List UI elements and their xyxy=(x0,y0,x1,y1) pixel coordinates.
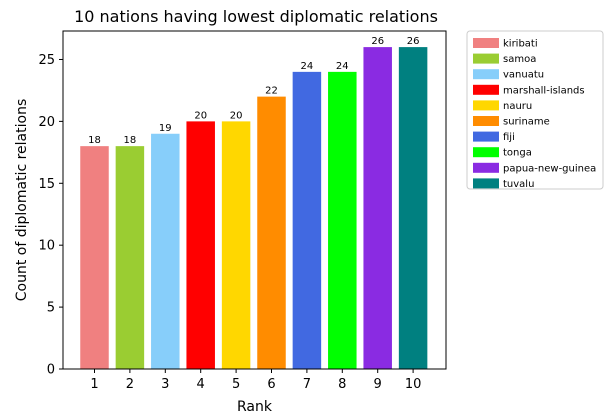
legend-swatch-kiribati xyxy=(473,38,499,48)
legend-label: samoa xyxy=(503,54,536,65)
bar-1 xyxy=(80,146,109,369)
bar-3 xyxy=(151,133,180,369)
legend-swatch-marshall-islands xyxy=(473,84,499,95)
bar-value-label: 20 xyxy=(230,110,243,121)
bar-value-label: 22 xyxy=(265,86,278,97)
bar-8 xyxy=(328,71,357,370)
legend-swatch-samoa xyxy=(473,53,499,64)
legend-label: papua-new-guinea xyxy=(503,163,596,174)
x-tick-label: 4 xyxy=(197,377,205,392)
bar-value-label: 20 xyxy=(194,110,207,121)
legend-label: suriname xyxy=(503,117,550,128)
y-axis-label: Count of diplomatic relations xyxy=(14,99,30,301)
x-tick-label: 1 xyxy=(90,377,98,392)
bar-10 xyxy=(398,47,428,369)
legend-label: marshall-islands xyxy=(503,85,585,96)
legend-label: vanuatu xyxy=(503,70,544,81)
bar-value-label: 26 xyxy=(407,36,420,47)
bar-value-label: 26 xyxy=(371,36,384,47)
x-tick-label: 9 xyxy=(374,377,382,392)
legend-label: tonga xyxy=(503,148,532,159)
legend-label: nauru xyxy=(503,101,532,112)
legend-swatch-tonga xyxy=(473,147,499,158)
plot-frame xyxy=(62,30,447,370)
x-tick-label: 8 xyxy=(338,377,346,392)
bar-value-label: 24 xyxy=(336,61,349,72)
bar-value-label: 24 xyxy=(301,61,314,72)
x-axis-label: Rank xyxy=(237,399,273,415)
x-tick-label: 7 xyxy=(303,377,311,392)
y-tick-label: 5 xyxy=(47,301,55,316)
bar-value-label: 18 xyxy=(124,135,137,146)
legend-swatch-vanuatu xyxy=(473,69,499,80)
x-tick-label: 5 xyxy=(232,377,240,392)
y-tick-label: 20 xyxy=(38,115,55,130)
bar-value-label: 18 xyxy=(88,135,101,146)
plot-area: 18 18 19 20 20 22 24 24 26 26 xyxy=(80,36,428,370)
legend-swatch-nauru xyxy=(473,100,499,111)
y-axis: 0 5 10 15 20 25 xyxy=(38,53,63,378)
y-tick-label: 25 xyxy=(38,53,55,68)
legend-swatch-suriname xyxy=(473,116,499,126)
bar-value-label: 19 xyxy=(159,123,172,134)
x-tick-label: 6 xyxy=(267,377,275,392)
bar-6 xyxy=(257,96,286,370)
legend-swatch-papua-new-guinea xyxy=(473,162,499,173)
bar-7 xyxy=(292,71,322,370)
legend-label: kiribati xyxy=(503,39,538,50)
bar-4 xyxy=(186,121,215,369)
x-tick-label: 3 xyxy=(161,377,169,392)
bar-2 xyxy=(115,146,145,369)
y-tick-label: 0 xyxy=(47,363,55,378)
legend-box xyxy=(466,30,604,190)
legend-swatch-tuvalu xyxy=(473,178,499,189)
chart-title: 10 nations having lowest diplomatic rela… xyxy=(74,7,438,26)
x-tick-label: 2 xyxy=(126,377,134,392)
bar-9 xyxy=(363,47,392,369)
legend: kiribati samoa vanuatu marshall-islands naur… xyxy=(466,30,604,190)
x-axis: 1 2 3 4 5 6 7 8 9 10 xyxy=(90,369,421,392)
legend-label: tuvalu xyxy=(503,179,534,190)
legend-swatch-fiji xyxy=(473,131,499,142)
x-tick-label: 10 xyxy=(405,377,422,392)
legend-label: fiji xyxy=(503,132,515,143)
y-tick-label: 10 xyxy=(38,239,55,254)
bar-5 xyxy=(221,121,251,369)
y-tick-label: 15 xyxy=(38,177,55,192)
